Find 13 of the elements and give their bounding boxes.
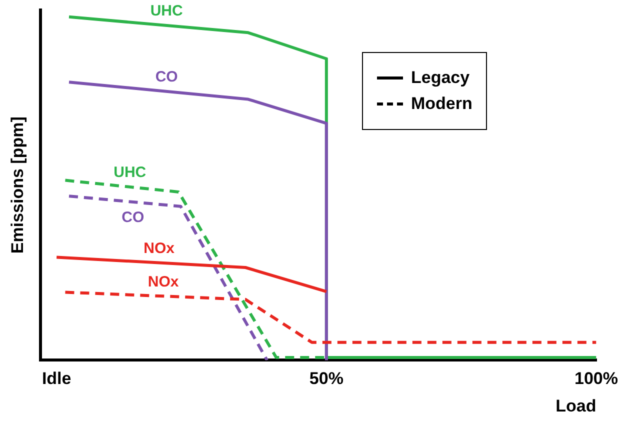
series-label: NOx [148,273,180,290]
x-axis-title: Load [556,396,596,416]
x-tick-label: 100% [574,369,618,388]
series-label: NOx [144,240,176,257]
series-label: CO [122,209,144,226]
x-tick-label: 50% [309,369,344,388]
y-axis-title: Emissions [ppm] [8,116,27,254]
x-tick-label: Idle [42,369,72,388]
annotation: Modern [411,93,472,115]
series-label: UHC [150,2,184,20]
series-label: UHC [114,164,146,182]
annotation: Legacy [411,67,470,89]
series-label: CO [155,68,178,86]
